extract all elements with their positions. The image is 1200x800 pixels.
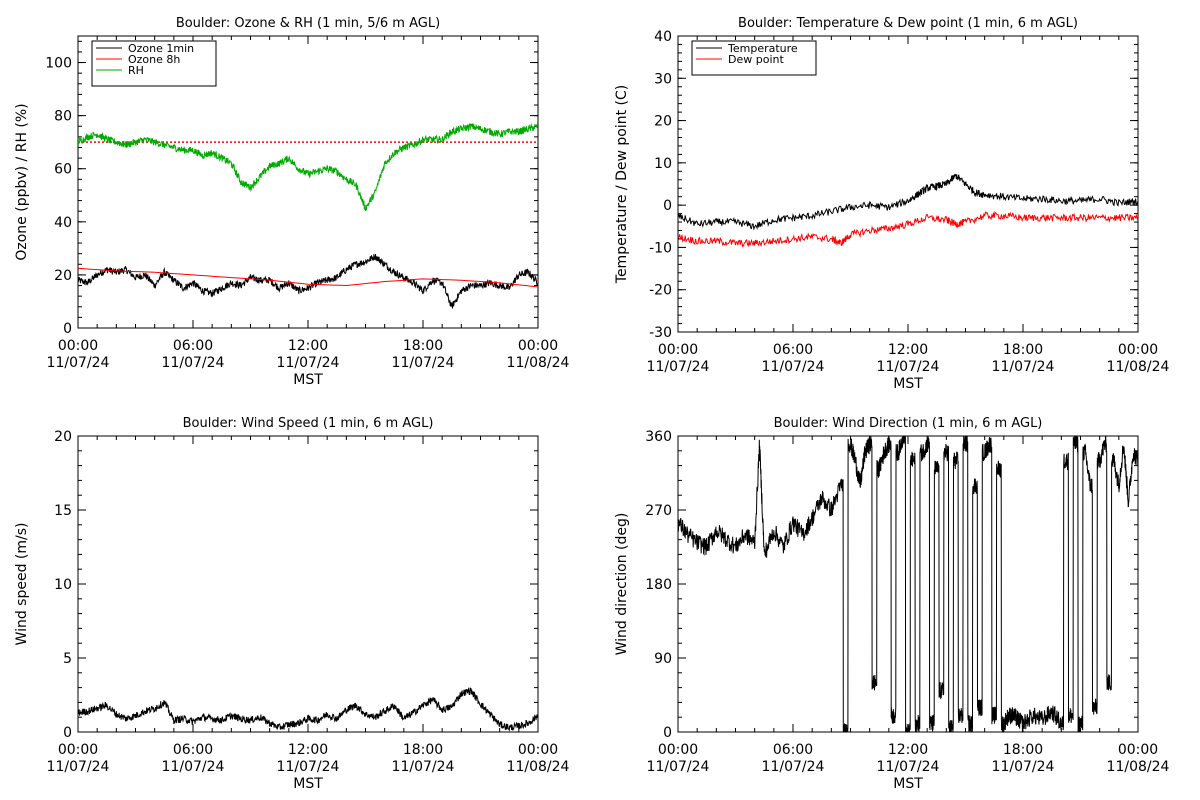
series-line-ozone-1min [78, 253, 538, 309]
series-line-temperature [678, 173, 1138, 231]
y-tick-label: 360 [645, 429, 672, 445]
series-line [78, 687, 538, 732]
series-line-ozone-8h [78, 267, 538, 288]
y-tick-label: 40 [654, 29, 672, 45]
legend-label: Dew point [728, 53, 784, 66]
y-axis-label: Ozone (ppbv) / RH (%) [14, 103, 30, 260]
x-tick-label: 00:00 [1118, 342, 1158, 358]
x-tick-date-label: 11/07/24 [277, 759, 340, 775]
legend-label: Temperature [727, 42, 798, 55]
x-tick-date-label: 11/07/24 [762, 359, 825, 375]
x-tick-label: 00:00 [518, 338, 558, 354]
y-tick-label: 5 [63, 651, 72, 667]
legend-label: RH [128, 64, 144, 77]
y-tick-label: 10 [54, 577, 72, 593]
x-tick-label: 06:00 [773, 742, 813, 758]
y-tick-label: 30 [654, 71, 672, 87]
x-tick-label: 12:00 [888, 742, 928, 758]
chart-panel-4: Boulder: Wind Direction (1 min, 6 m AGL)… [614, 416, 1170, 792]
y-tick-label: 20 [54, 268, 72, 284]
y-tick-label: 90 [654, 651, 672, 667]
legend-label: Ozone 1min [128, 42, 194, 55]
x-tick-label: 06:00 [773, 342, 813, 358]
x-tick-label: 00:00 [658, 742, 698, 758]
series-line-dew-point [678, 211, 1138, 248]
chart-panel-3: Boulder: Wind Speed (1 min, 6 m AGL) 0 5 10… [14, 416, 570, 792]
plot-frame [677, 35, 1139, 333]
y-tick-label: 20 [54, 429, 72, 445]
x-axis-label: MST [293, 776, 323, 792]
y-tick-label: -20 [649, 283, 672, 299]
x-tick-date-label: 11/07/24 [47, 759, 110, 775]
y-axis-label: Temperature / Dew point (C) [614, 85, 630, 284]
legend-box [691, 40, 817, 76]
x-tick-label: 12:00 [288, 338, 328, 354]
chart-panel-1: Boulder: Ozone & RH (1 min, 5/6 m AGL) 0 2… [14, 16, 570, 388]
y-tick-label: 0 [663, 198, 672, 214]
x-tick-date-label: 11/08/24 [1107, 359, 1170, 375]
x-tick-label: 06:00 [173, 338, 213, 354]
x-tick-date-label: 11/07/24 [992, 359, 1055, 375]
x-tick-label: 12:00 [288, 742, 328, 758]
y-tick-label: 270 [645, 503, 672, 519]
chart-title: Boulder: Wind Speed (1 min, 6 m AGL) [183, 416, 434, 431]
chart-title: Boulder: Temperature & Dew point (1 min,… [738, 16, 1078, 31]
y-tick-label: 0 [63, 725, 72, 741]
y-tick-label: 0 [63, 321, 72, 337]
x-tick-label: 18:00 [403, 338, 443, 354]
y-tick-label: 0 [663, 725, 672, 741]
x-tick-date-label: 11/07/24 [392, 759, 455, 775]
x-tick-date-label: 11/07/24 [392, 355, 455, 371]
chart-title: Boulder: Ozone & RH (1 min, 5/6 m AGL) [176, 16, 440, 31]
x-tick-date-label: 11/08/24 [507, 759, 570, 775]
x-axis-label: MST [893, 376, 923, 392]
y-tick-label: 180 [645, 577, 672, 593]
x-tick-date-label: 11/08/24 [507, 355, 570, 371]
chart-panel-2: Boulder: Temperature & Dew point (1 min,… [614, 16, 1170, 392]
x-tick-date-label: 11/07/24 [877, 759, 940, 775]
x-tick-label: 00:00 [518, 742, 558, 758]
x-axis-label: MST [893, 776, 923, 792]
x-tick-label: 00:00 [658, 342, 698, 358]
chart-title: Boulder: Wind Direction (1 min, 6 m AGL) [774, 416, 1043, 431]
y-tick-label: 15 [54, 503, 72, 519]
x-tick-date-label: 11/07/24 [47, 355, 110, 371]
legend-label: Ozone 8h [128, 53, 180, 66]
x-tick-label: 18:00 [1003, 742, 1043, 758]
y-tick-label: 40 [54, 215, 72, 231]
x-tick-label: 12:00 [888, 342, 928, 358]
series-line-rh [78, 122, 538, 212]
x-tick-date-label: 11/07/24 [762, 759, 825, 775]
y-axis-label: Wind speed (m/s) [14, 523, 30, 646]
x-tick-date-label: 11/07/24 [992, 759, 1055, 775]
y-tick-label: -10 [649, 240, 672, 256]
x-axis-label: MST [293, 372, 323, 388]
x-tick-date-label: 11/07/24 [647, 759, 710, 775]
plot-frame [677, 435, 1139, 733]
plot-frame [77, 435, 539, 733]
x-tick-date-label: 11/07/24 [277, 355, 340, 371]
x-tick-date-label: 11/07/24 [647, 359, 710, 375]
x-tick-label: 00:00 [58, 338, 98, 354]
x-tick-label: 18:00 [1003, 342, 1043, 358]
x-tick-date-label: 11/07/24 [162, 759, 225, 775]
y-tick-label: 20 [654, 114, 672, 130]
y-axis-label: Wind direction (deg) [614, 513, 630, 656]
y-tick-label: 10 [654, 156, 672, 172]
y-tick-label: 100 [45, 56, 72, 72]
x-tick-date-label: 11/08/24 [1107, 759, 1170, 775]
x-tick-label: 06:00 [173, 742, 213, 758]
x-tick-label: 00:00 [58, 742, 98, 758]
x-tick-label: 00:00 [1118, 742, 1158, 758]
y-tick-label: -30 [649, 325, 672, 341]
y-tick-label: 80 [54, 109, 72, 125]
x-tick-label: 18:00 [403, 742, 443, 758]
series-line [678, 436, 1138, 732]
x-tick-date-label: 11/07/24 [877, 359, 940, 375]
y-tick-label: 60 [54, 162, 72, 178]
x-tick-date-label: 11/07/24 [162, 355, 225, 371]
